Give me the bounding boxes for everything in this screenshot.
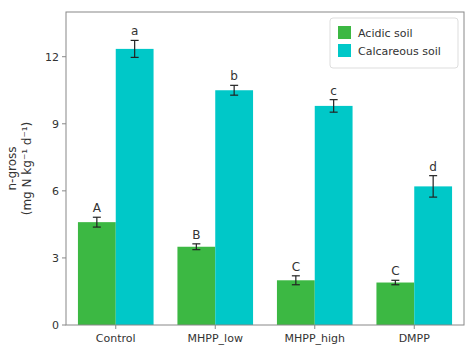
x-tick — [215, 325, 216, 329]
y-tick-label: 12 — [45, 51, 59, 64]
annotation: c — [330, 84, 337, 98]
annotation: C — [292, 260, 300, 274]
error-bar — [230, 85, 238, 95]
error-line — [333, 100, 334, 113]
y-axis-label: (mg N kg⁻¹ d⁻¹) — [20, 122, 34, 216]
error-line — [96, 217, 97, 227]
error-cap — [230, 85, 238, 86]
y-tick — [62, 56, 66, 57]
y-tick-label: 0 — [52, 319, 59, 332]
annotation: A — [93, 201, 102, 215]
error-line — [134, 40, 135, 57]
error-cap — [93, 217, 101, 218]
legend-box — [330, 18, 458, 68]
bar — [376, 283, 414, 325]
y-tick-label: 6 — [52, 185, 59, 198]
error-cap — [192, 243, 200, 244]
error-line — [395, 280, 396, 284]
y-tick — [62, 325, 66, 326]
error-cap — [131, 40, 139, 41]
error-cap — [391, 280, 399, 281]
error-bar — [391, 280, 399, 284]
x-tick — [314, 325, 315, 329]
y-tick — [62, 257, 66, 258]
x-tick — [414, 325, 415, 329]
y-tick-label: 9 — [52, 118, 59, 131]
annotation: d — [429, 160, 437, 174]
bar — [116, 49, 154, 325]
x-tick — [115, 325, 116, 329]
error-line — [433, 176, 434, 197]
legend-label: Calcareous soil — [358, 45, 441, 58]
annotation: B — [192, 228, 200, 242]
error-cap — [429, 175, 437, 176]
error-line — [196, 244, 197, 250]
annotation: a — [131, 24, 138, 38]
error-bar — [292, 276, 300, 285]
x-tick-label: DMPP — [399, 332, 431, 345]
x-tick-label: MHPP_low — [188, 332, 243, 345]
marks — [78, 40, 452, 325]
error-cap — [131, 57, 139, 58]
error-cap — [292, 284, 300, 285]
error-line — [234, 85, 235, 95]
x-tick-label: Control — [96, 332, 136, 345]
error-cap — [230, 95, 238, 96]
error-cap — [391, 284, 399, 285]
error-cap — [93, 226, 101, 227]
chart: A B C Ca b c d 0 3 6 9 12 Control MHPP_low MHPP_high DM… — [0, 0, 474, 355]
legend-label: Acidic soil — [358, 27, 413, 40]
bar — [277, 280, 315, 325]
bar — [78, 222, 116, 325]
annotation: b — [230, 69, 238, 83]
error-bar — [131, 40, 139, 57]
error-cap — [330, 99, 338, 100]
legend: Acidic soil Calcareous soil — [330, 18, 458, 68]
annotation: C — [391, 264, 399, 278]
error-cap — [192, 249, 200, 250]
error-line — [295, 276, 296, 285]
y-tick-label: 3 — [52, 252, 59, 265]
error-cap — [429, 197, 437, 198]
x-tick-label: MHPP_high — [284, 332, 345, 345]
error-bar — [330, 100, 338, 113]
error-bar — [192, 244, 200, 250]
plot-frame — [66, 12, 464, 325]
bar — [177, 247, 215, 325]
error-cap — [292, 275, 300, 276]
y-tick — [62, 123, 66, 124]
legend-swatch — [338, 44, 351, 57]
error-bar — [93, 217, 101, 227]
error-cap — [330, 112, 338, 113]
y-tick — [62, 190, 66, 191]
bar — [315, 106, 353, 325]
legend-swatch — [338, 26, 351, 39]
y-axis-label: n-gross — [5, 146, 19, 190]
bar — [414, 186, 452, 325]
bar — [215, 90, 253, 325]
error-bar — [429, 176, 437, 197]
